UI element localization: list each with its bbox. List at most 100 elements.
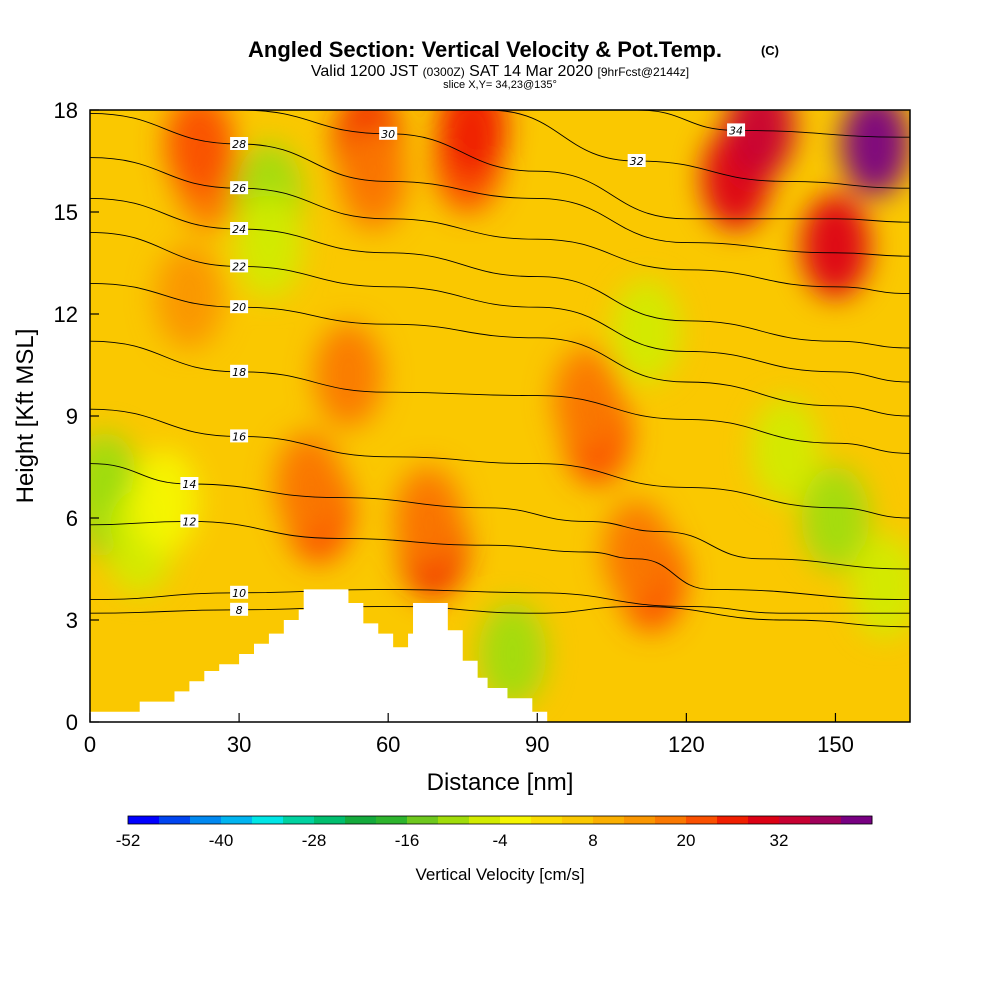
velocity-cell [234,194,303,298]
velocity-cell [438,110,507,179]
colorbar-swatch [438,816,470,824]
colorbar-tick-label: 20 [677,831,696,850]
colorbar-tick-label: -52 [116,831,141,850]
subtitle-forecast: [9hrFcst@2144z] [598,65,690,79]
colorbar-swatch [717,816,749,824]
velocity-cell [841,110,910,196]
colorbar-swatch [252,816,284,824]
colorbar-tick-label: -16 [395,831,420,850]
velocity-cell [314,323,383,428]
velocity-cell [393,466,462,570]
y-tick-label: 9 [66,404,78,429]
colorbar-swatch [531,816,563,824]
contour-label-text: 28 [232,138,246,151]
plot-area: 8 10 12 14 16 18 20 22 24 26 28 30 32 34 [90,110,910,722]
velocity-cell [339,126,408,230]
x-tick-label: 120 [668,732,705,757]
theta-contour-label: 12 [180,514,199,528]
contour-label-bg [230,602,249,616]
velocity-cell [274,432,343,536]
velocity-cell [801,466,870,570]
chart-subtitle: Valid 1200 JST (0300Z) SAT 14 Mar 2020 [… [311,63,689,80]
y-tick-label: 12 [54,302,78,327]
terrain [90,589,548,722]
x-tick-label: 30 [227,732,251,757]
y-axis-label: Height [Kft MSL] [12,329,39,504]
colorbar-swatch [190,816,222,824]
colorbar-swatch [779,816,811,824]
velocity-cell [612,279,681,383]
contour-label-bg [180,477,199,490]
velocity-cell [602,500,671,604]
contour-label-text: 12 [182,515,196,528]
colorbar-swatch [841,816,873,824]
contour-label-text: 34 [729,124,743,137]
colorbar-tick-label: 32 [770,831,789,850]
y-tick-label: 3 [66,608,78,633]
x-tick-label: 150 [817,732,854,757]
theta-contour-label: 24 [230,222,249,236]
colorbar-swatch [469,816,501,824]
theta-contour-label: 20 [230,300,249,314]
subtitle-date: SAT 14 Mar 2020 [469,63,593,80]
contour-label-bg [230,222,249,235]
y-tick-label: 18 [54,98,78,123]
velocity-cell [165,110,234,196]
colorbar-label: Vertical Velocity [cm/s] [415,865,584,884]
y-axis: 0 3 6 9 12 15 18 [54,98,99,735]
chart-title-suffix: (C) [761,43,779,58]
theta-contour-label: 30 [379,126,398,141]
colorbar-swatch [376,816,408,824]
contour-label-text: 18 [232,366,246,379]
colorbar-swatch [500,816,532,824]
contour-label-text: 16 [232,430,246,443]
velocity-field [90,110,910,706]
theta-contour-labels: 8 10 12 14 16 18 20 22 24 26 28 30 32 34 [180,123,746,617]
colorbar-swatch [407,816,439,824]
theta-contour-line [90,520,910,601]
contour-label-bg [727,123,746,137]
contour-label-bg [379,126,398,140]
contour-label-bg [230,300,249,314]
theta-contour-label: 10 [230,585,249,600]
contour-label-bg [230,364,249,378]
colorbar-frame [127,815,873,825]
contour-label-bg [230,585,249,599]
colorbar-swatch [810,816,842,824]
contour-label-text: 8 [236,604,243,617]
colorbar-swatch [283,816,315,824]
theta-contour-label: 8 [230,602,249,617]
colorbar-swatch [345,816,377,824]
contour-label-text: 10 [232,587,246,600]
y-tick-label: 15 [54,200,78,225]
contour-label-bg [180,514,199,528]
colorbar-swatch [624,816,656,824]
velocity-cell [155,245,224,349]
contour-label-text: 20 [232,301,246,314]
theta-contour-label: 18 [230,364,249,379]
theta-contour-label: 16 [230,429,249,443]
theta-contour-label: 32 [627,154,646,168]
x-tick-label: 0 [84,732,96,757]
colorbar-swatch [314,816,346,824]
contour-label-text: 30 [381,128,395,141]
contour-label-bg [230,429,249,443]
theta-contour-line [90,463,910,570]
velocity-cell [751,398,820,502]
contour-label-bg [230,181,249,195]
velocity-cell [552,347,621,451]
x-tick-label: 90 [525,732,549,757]
colorbar-swatch [655,816,687,824]
theta-contour-label: 34 [727,123,746,137]
theta-contour-line [239,110,910,223]
theta-contour-label: 28 [230,137,249,151]
contour-label-text: 32 [630,155,644,168]
y-tick-label: 6 [66,506,78,531]
subtitle-valid: Valid 1200 JST [311,63,419,80]
chart-slice-label: slice X,Y= 34,23@135° [443,79,557,91]
contour-label-text: 24 [232,223,246,236]
colorbar-tick-label: -4 [492,831,507,850]
contour-label-bg [230,259,249,273]
velocity-cell [851,534,910,638]
contour-label-text: 22 [232,260,246,273]
